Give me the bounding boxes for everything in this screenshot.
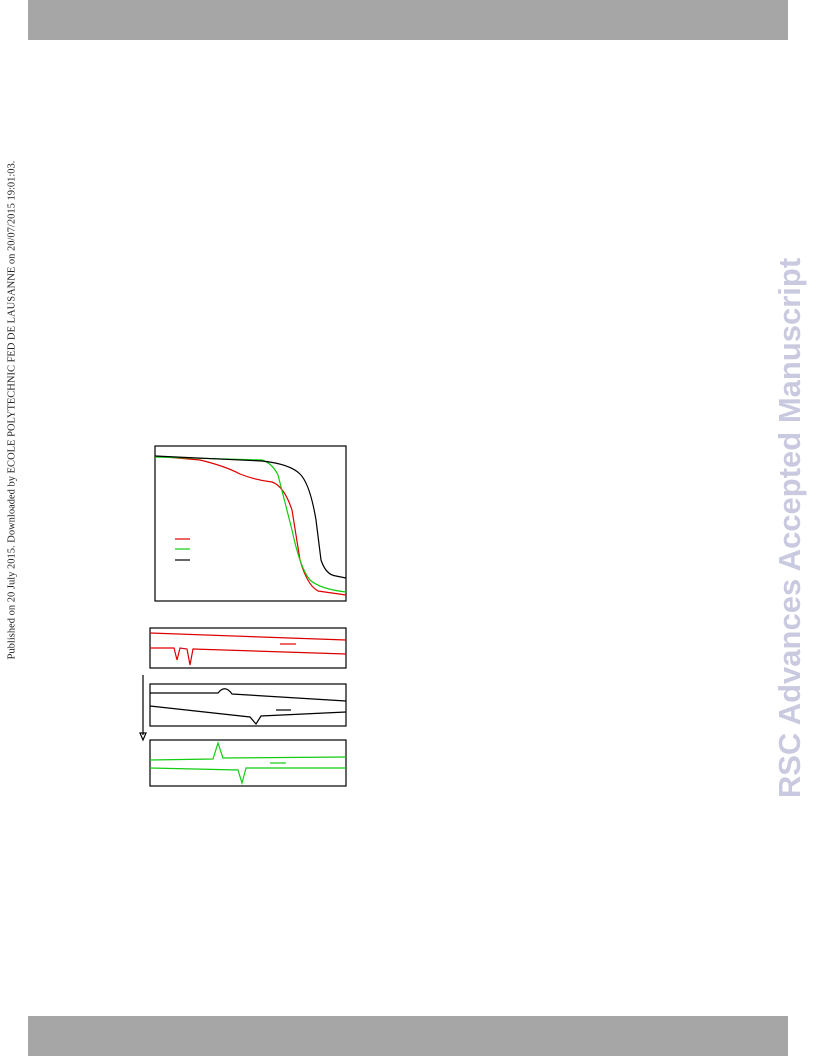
header-bar bbox=[28, 0, 788, 40]
dsc-plots bbox=[139, 627, 347, 787]
footer-bar bbox=[28, 1016, 788, 1056]
tga-plot bbox=[154, 445, 347, 602]
